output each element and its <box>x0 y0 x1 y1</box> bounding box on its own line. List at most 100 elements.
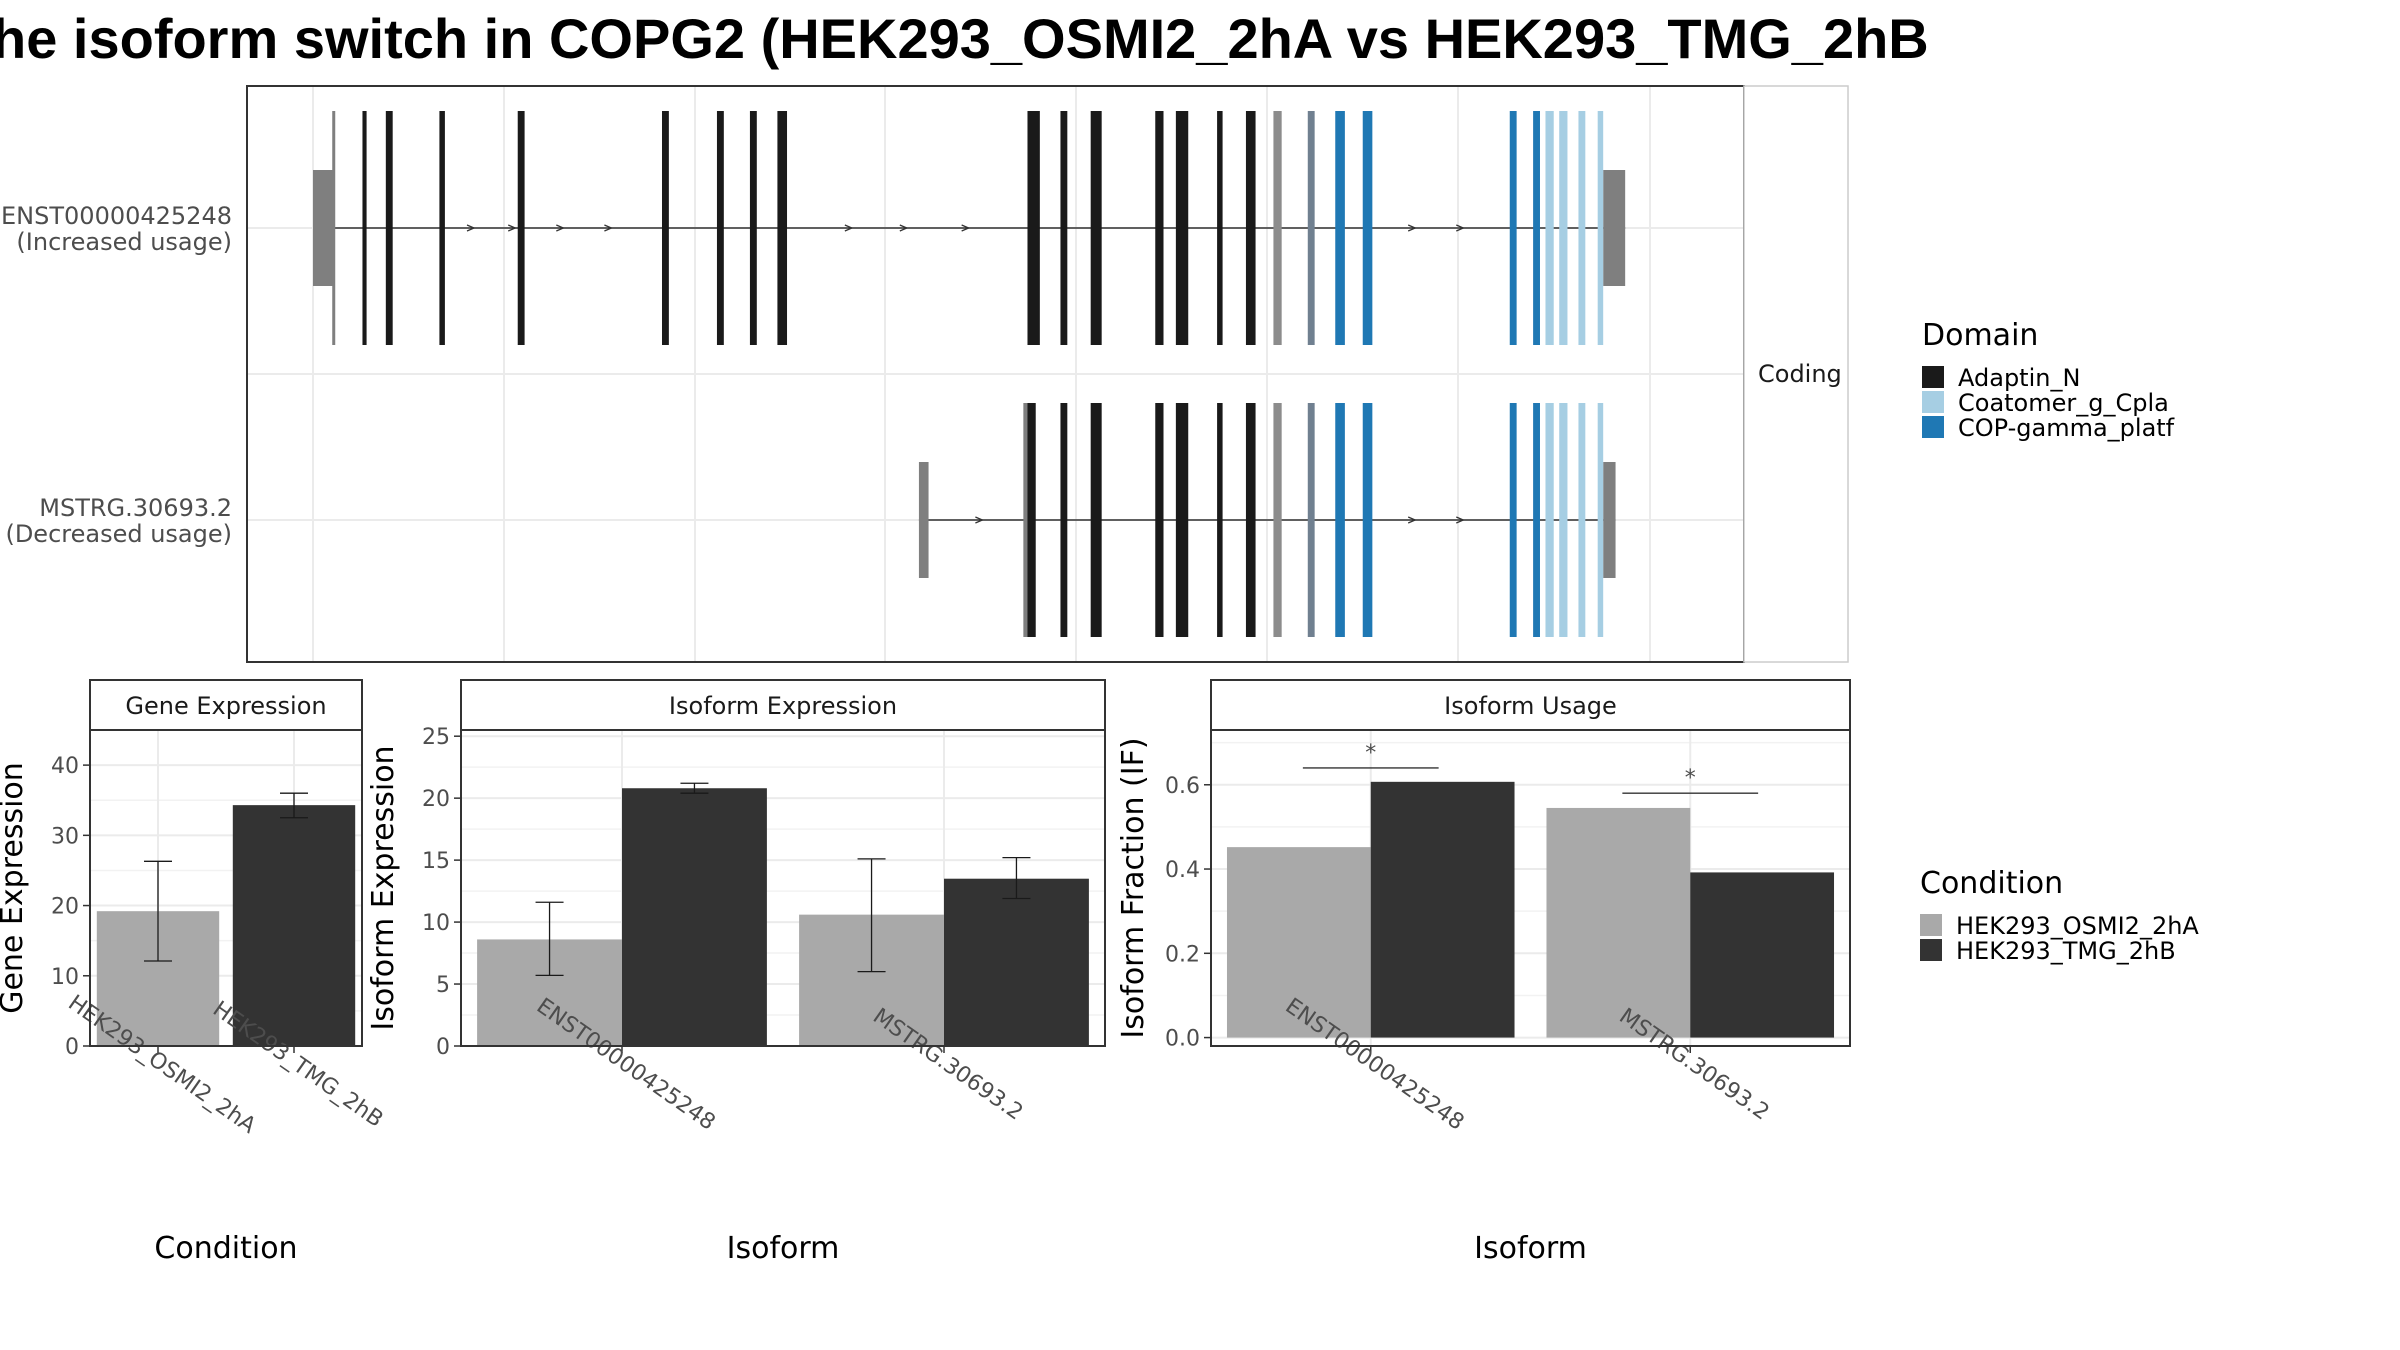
exon-adaptin <box>716 111 724 345</box>
exon-adaptin <box>517 111 525 345</box>
y-axis-title: Isoform Expression <box>366 745 401 1030</box>
exon-copgamma <box>1335 403 1345 637</box>
exon-adaptin <box>1090 111 1102 345</box>
exon-utr <box>1023 403 1029 637</box>
y-tick-label: 0 <box>436 1035 450 1060</box>
exon-adaptin <box>661 111 669 345</box>
exon-copgamma <box>1533 403 1540 637</box>
y-tick-label: 0.6 <box>1165 774 1200 799</box>
exon-adaptin <box>1155 111 1164 345</box>
legend-swatch <box>1922 416 1944 438</box>
strip-header <box>89 679 363 731</box>
y-axis-title: Isoform Fraction (IF) <box>1116 737 1151 1038</box>
y-tick-label: 40 <box>51 754 79 779</box>
strand-arrow <box>556 224 565 232</box>
strip-title: Isoform Usage <box>1444 692 1617 720</box>
exon-coatomer <box>1545 403 1554 637</box>
strand-arrow <box>975 516 985 524</box>
y-tick-label: 5 <box>436 973 450 998</box>
legend-label: COP-gamma_platf <box>1958 414 2175 442</box>
exon-coatomer <box>1597 403 1604 637</box>
strand-arrow <box>507 224 517 232</box>
bar <box>1690 872 1835 1038</box>
bar <box>1546 807 1691 1038</box>
legend-swatch <box>1922 391 1944 413</box>
legend-condition-title: Condition <box>1920 866 2063 901</box>
isoform-track: ENST00000425248(Increased usage) <box>1 111 1626 345</box>
exon-copgamma <box>1509 111 1517 345</box>
exon-adaptin <box>1217 403 1223 637</box>
exon-adaptin <box>1027 403 1036 637</box>
y-axis-title: Gene Expression <box>0 762 30 1014</box>
legend-label: Adaptin_N <box>1958 364 2080 392</box>
x-axis-title: Isoform <box>727 1231 840 1266</box>
strand-arrow <box>961 224 971 232</box>
strip-title: Isoform Expression <box>669 692 897 720</box>
exon-copgamma <box>1533 111 1540 345</box>
legend-swatch <box>1920 914 1942 936</box>
significance-star: * <box>1685 766 1696 791</box>
figure-title: he isoform switch in COPG2 (HEK293_OSMI2… <box>0 7 1929 70</box>
exon-coatomer <box>1597 111 1604 345</box>
utr-start-block <box>313 170 334 286</box>
facet-label-coding: Coding <box>1758 360 1842 388</box>
exon-adaptin <box>385 111 393 345</box>
bar <box>944 878 1089 1046</box>
exon-slate_exon <box>1307 111 1315 345</box>
exon-adaptin <box>1060 111 1068 345</box>
exon-copgamma <box>1509 403 1517 637</box>
legend-label: Coatomer_g_Cpla <box>1958 389 2169 417</box>
utr-end-block <box>1603 170 1626 286</box>
exon-coatomer <box>1545 111 1554 345</box>
utr-start-block <box>918 462 929 578</box>
isoform-status-label: (Decreased usage) <box>5 520 232 548</box>
transcript-structure-panel: ENST00000425248(Increased usage) MSTRG.30… <box>1 85 1849 663</box>
exon-coatomer <box>1578 403 1586 637</box>
exon-adaptin <box>439 111 445 345</box>
exon-slate_exon <box>1307 403 1315 637</box>
exon-adaptin <box>1155 403 1164 637</box>
y-tick-label: 20 <box>51 895 79 920</box>
legend-swatch <box>1920 939 1942 961</box>
gene-expression-chart: 010203040HEK293_OSMI2_2hAHEK293_TMG_2hBG… <box>0 679 387 1266</box>
y-tick-label: 30 <box>51 824 79 849</box>
exon-adaptin <box>777 111 788 345</box>
domain-legend: Domain Adaptin_NCoatomer_g_CplaCOP-gamma_… <box>1922 318 2175 442</box>
exon-adaptin <box>1217 111 1223 345</box>
strand-arrow <box>1456 516 1465 524</box>
y-tick-label: 0 <box>65 1035 79 1060</box>
x-axis-title: Isoform <box>1474 1231 1587 1266</box>
isoform-track: MSTRG.30693.2(Decreased usage) <box>5 403 1616 637</box>
isoform-id-label: MSTRG.30693.2 <box>39 494 232 522</box>
exon-copgamma <box>1362 111 1373 345</box>
legend-swatch <box>1922 366 1944 388</box>
y-tick-label: 10 <box>51 965 79 990</box>
exon-copgamma <box>1335 111 1345 345</box>
bar <box>1226 847 1371 1038</box>
exon-adaptin <box>1245 403 1256 637</box>
facet-strip <box>1743 85 1849 663</box>
exon-coatomer <box>1559 111 1568 345</box>
y-tick-label: 0.0 <box>1165 1027 1200 1052</box>
isoform-usage-chart: 0.00.20.40.6**ENST00000425248 MSTRG.30693… <box>1116 679 1851 1266</box>
bar <box>622 788 767 1046</box>
exon-utr <box>332 111 336 345</box>
strip-header <box>1210 679 1851 731</box>
exon-adaptin <box>1175 111 1189 345</box>
exon-adaptin <box>1245 111 1256 345</box>
strand-arrow <box>604 224 614 232</box>
exon-adaptin <box>1027 111 1040 345</box>
strand-arrow <box>899 224 909 232</box>
isoform-status-label: (Increased usage) <box>16 228 232 256</box>
y-tick-label: 0.2 <box>1165 942 1200 967</box>
strand-arrow <box>1456 224 1465 232</box>
exon-adaptin <box>1060 403 1068 637</box>
strand-arrow <box>844 224 854 232</box>
legend-domain-title: Domain <box>1922 318 2038 353</box>
exon-grey_exon <box>1273 403 1282 637</box>
exon-grey_exon <box>1273 111 1282 345</box>
strip-header <box>460 679 1106 731</box>
exon-adaptin <box>749 111 757 345</box>
